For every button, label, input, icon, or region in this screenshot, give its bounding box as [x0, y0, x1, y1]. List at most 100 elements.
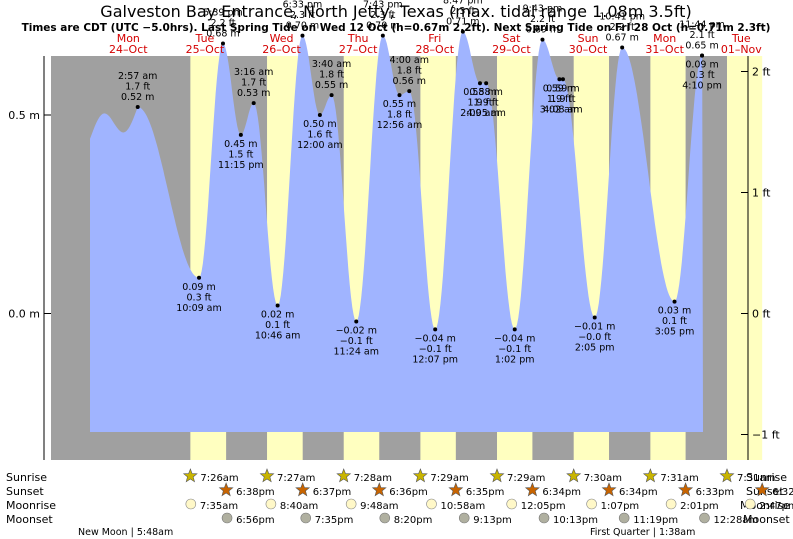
- date-label: 29–Oct: [492, 43, 531, 56]
- axes: 0.5 m 0.0 m 2 ft 1 ft 0 ft −1 ft: [8, 56, 780, 460]
- tide-extreme-label: 1.9 ft: [467, 98, 492, 109]
- sunrise-icon: [489, 468, 505, 483]
- chart-title: Galveston Bay Entrance, North Jetty, Tex…: [100, 2, 691, 21]
- date-label: 25–Oct: [186, 43, 225, 56]
- right-tick-label: 2 ft: [752, 65, 771, 78]
- right-tick-label: −1 ft: [752, 429, 780, 442]
- date-label: 27–Oct: [339, 43, 378, 56]
- sunset-icon: [295, 482, 311, 497]
- sunset-icon: [601, 482, 617, 497]
- tide-extreme-label: 0.1 ft: [662, 316, 687, 327]
- tide-extreme-dot: [407, 89, 412, 94]
- tide-extreme-label: 0.55 m: [315, 80, 348, 91]
- tide-extreme-dot: [220, 41, 225, 46]
- tide-extreme-label: 2.2 ft: [530, 14, 555, 25]
- sunset-time: 6:35pm: [466, 487, 505, 498]
- tide-extreme-label: 2.3 ft: [450, 6, 475, 17]
- day-of-week-label: Mon: [653, 32, 676, 45]
- tide-extreme-label: −0.1 ft: [340, 336, 373, 347]
- tide-extreme-label: 5:39 pm: [203, 8, 243, 19]
- tide-extreme-label: 0.09 m: [182, 282, 215, 293]
- tide-extreme-label: 4:00 am: [390, 55, 429, 66]
- tide-extreme-dot: [300, 33, 305, 38]
- sunset-time: 6:36pm: [389, 487, 428, 498]
- tide-extreme-label: 0.09 m: [685, 60, 718, 71]
- tide-extreme-dot: [135, 105, 140, 110]
- chart-subtitle: Times are CDT (UTC −5.0hrs). Last Spring…: [22, 22, 771, 34]
- moonrise-icon: [665, 498, 677, 510]
- sunset-time: 6:32pm: [772, 487, 793, 498]
- moon-phase-new: New Moon | 5:48am: [78, 527, 173, 538]
- tide-area: [90, 31, 703, 433]
- tide-extreme-label: −0.02 m: [336, 325, 377, 336]
- date-label: 28–Oct: [416, 43, 455, 56]
- tide-extreme-dot: [477, 81, 482, 86]
- tide-extreme-label: 2.1 ft: [690, 30, 715, 41]
- moonrise-icon: [265, 498, 277, 510]
- tide-extreme-label: 8:47 pm: [443, 0, 483, 7]
- tide-extreme-dot: [540, 37, 545, 42]
- tide-extreme-label: 2.3 ft: [290, 10, 315, 21]
- tide-extreme-label: 0.03 m: [658, 306, 691, 317]
- tide-extreme-label: 4:08 am: [543, 104, 582, 115]
- moonrise-icon: [506, 498, 518, 510]
- daylight-band: [726, 56, 763, 460]
- tide-extreme-label: 0.45 m: [224, 139, 257, 150]
- moonrise-icon: [586, 498, 597, 510]
- moon-phase-first-quarter: First Quarter | 1:38am: [590, 527, 695, 538]
- tide-extreme-label: 11:15 pm: [218, 160, 264, 171]
- sunrise-time: 7:29am: [430, 473, 468, 484]
- moonset-icon: [221, 512, 233, 524]
- moonset-time: 12:28am: [713, 515, 758, 526]
- tide-extreme-label: 7:43 pm: [363, 0, 403, 11]
- date-label: 30–Oct: [569, 43, 608, 56]
- sunset-icon: [678, 482, 694, 497]
- tide-extreme-label: 0.02 m: [261, 310, 294, 321]
- tide-extreme-label: 0.1 ft: [265, 320, 290, 331]
- tide-extreme-label: 1:02 pm: [495, 354, 535, 365]
- tide-extreme-label: 4:10 pm: [682, 81, 722, 92]
- tide-extreme-label: 1.9 ft: [550, 94, 575, 105]
- tide-extreme-label: 0.56 m: [393, 76, 426, 87]
- sun-moon-panel: Sunrise Sunset Moonrise Moonset Sunrise …: [6, 468, 793, 538]
- moonrise-time: 2:47pm: [759, 501, 793, 512]
- day-of-week-label: Tue: [731, 32, 751, 45]
- row-label-moonset: Moonset: [6, 513, 53, 526]
- tide-extreme-label: 0.69 m: [526, 25, 559, 36]
- tide-extreme-label: 0.52 m: [121, 92, 154, 103]
- tide-extreme-dot: [512, 327, 517, 332]
- date-label: 01–Nov: [721, 43, 762, 56]
- moonset-icon: [458, 512, 470, 524]
- sunset-time: 6:37pm: [313, 487, 352, 498]
- tide-extreme-label: 3:05 pm: [655, 327, 695, 338]
- tide-extreme-label: −0.1 ft: [419, 344, 452, 355]
- tide-extreme-label: −0.1 ft: [498, 344, 531, 355]
- tide-extreme-label: 2.2 ft: [610, 22, 635, 33]
- moonset-time: 7:35pm: [315, 515, 354, 526]
- tide-extreme-dot: [620, 45, 625, 50]
- sunrise-icon: [336, 468, 352, 483]
- tide-extreme-label: 2:05 pm: [575, 342, 615, 353]
- tide-extreme-label: 3:16 am: [234, 67, 273, 78]
- moonset-icon: [379, 512, 391, 524]
- row-label-moonrise: Moonrise: [6, 499, 56, 512]
- sunrise-icon: [412, 468, 428, 483]
- tide-extreme-label: 0.3 ft: [187, 292, 212, 303]
- tide-extreme-label: 10:46 am: [255, 331, 300, 342]
- row-label-moonset-right: Moonset: [743, 513, 790, 526]
- tide-extreme-label: 0.59 m: [546, 83, 579, 94]
- tide-extreme-label: 1.9 ft: [474, 98, 499, 109]
- moonrise-time: 9:48am: [360, 501, 398, 512]
- tide-extreme-label: 2:57 am: [118, 71, 157, 82]
- moonrise-time: 8:40am: [280, 501, 318, 512]
- tide-extreme-label: 12:07 pm: [412, 354, 458, 365]
- tide-extreme-dot: [251, 101, 256, 106]
- sunrise-icon: [259, 468, 275, 483]
- sunrise-time: 7:30am: [584, 473, 622, 484]
- tide-extreme-label: 1.8 ft: [319, 70, 344, 81]
- sunset-icon: [448, 482, 464, 497]
- moonrise-time: 10:58am: [441, 501, 486, 512]
- tide-extreme-label: 4:05 am: [466, 108, 505, 119]
